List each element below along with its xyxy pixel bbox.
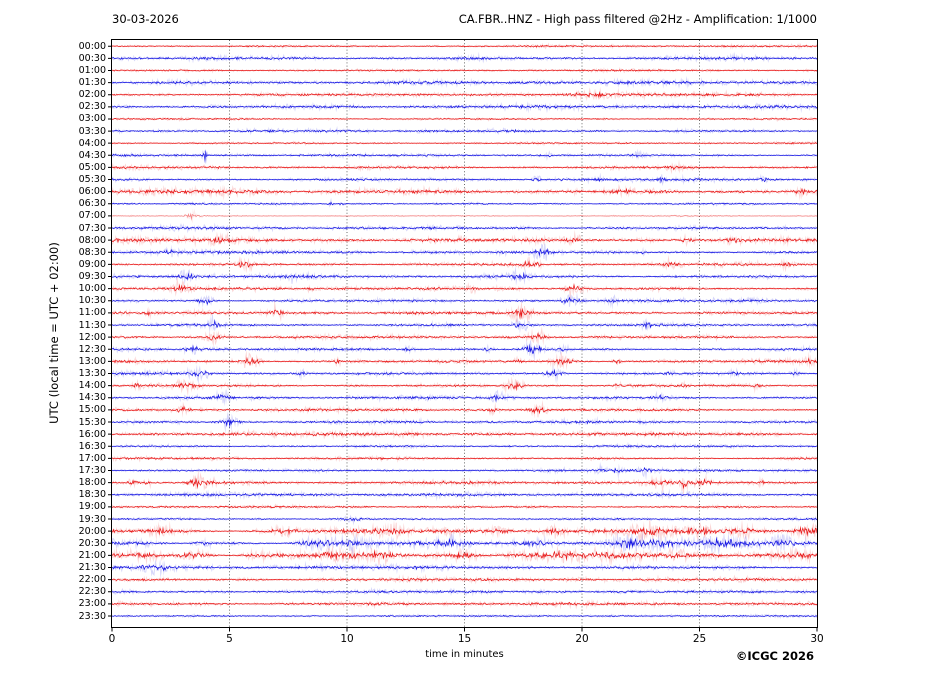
- y-tick-label: 06:30: [78, 198, 106, 210]
- y-tick-label: 01:30: [78, 77, 106, 89]
- x-tick-label: 25: [692, 633, 707, 645]
- y-tick-label: 22:30: [78, 586, 106, 598]
- x-tick-label: 5: [226, 633, 233, 645]
- x-tick-label: 30: [810, 633, 824, 645]
- x-axis-label: time in minutes: [425, 649, 504, 660]
- y-tick-label: 07:30: [78, 222, 106, 234]
- y-tick-label: 08:30: [78, 246, 106, 258]
- y-tick-label: 09:00: [78, 258, 106, 270]
- y-tick-label: 16:00: [78, 428, 106, 440]
- y-tick-label: 23:00: [78, 598, 106, 610]
- plot-title: CA.FBR..HNZ - High pass filtered @2Hz - …: [458, 12, 817, 26]
- plot-date: 30-03-2026: [112, 12, 179, 26]
- y-tick-label: 11:00: [78, 307, 106, 319]
- y-tick-label: 14:00: [78, 380, 106, 392]
- y-tick-label: 20:30: [78, 537, 106, 549]
- y-tick-label: 11:30: [78, 319, 106, 331]
- y-tick-label: 06:00: [78, 186, 106, 198]
- y-tick-label: 00:00: [78, 40, 106, 52]
- y-tick-label: 17:30: [78, 465, 106, 477]
- y-tick-label: 18:30: [78, 489, 106, 501]
- y-tick-label: 13:00: [78, 355, 106, 367]
- y-tick-label: 15:30: [78, 416, 106, 428]
- y-tick-label: 00:30: [78, 52, 106, 64]
- x-tick-label: 15: [457, 633, 472, 645]
- y-tick-label: 09:30: [78, 271, 106, 283]
- y-tick-label: 08:00: [78, 234, 106, 246]
- y-tick-label: 02:30: [78, 101, 106, 113]
- y-tick-label: 12:30: [78, 343, 106, 355]
- y-tick-label: 18:00: [78, 477, 106, 489]
- y-tick-label: 03:30: [78, 125, 106, 137]
- x-tick-label: 20: [575, 633, 589, 645]
- y-tick-label: 22:00: [78, 574, 106, 586]
- y-tick-label: 07:00: [78, 210, 106, 222]
- copyright-text: ©ICGC 2026: [735, 649, 814, 663]
- y-tick-label: 05:30: [78, 174, 106, 186]
- y-tick-label: 20:00: [78, 525, 106, 537]
- y-tick-label: 14:30: [78, 392, 106, 404]
- x-tick-label: 0: [108, 633, 116, 645]
- y-tick-label: 17:00: [78, 452, 106, 464]
- y-tick-label: 21:30: [78, 562, 106, 573]
- y-tick-label: 10:00: [78, 283, 106, 295]
- y-tick-label: 04:00: [78, 137, 106, 149]
- x-tick-label: 10: [340, 633, 354, 645]
- y-tick-label: 02:00: [78, 89, 106, 101]
- y-tick-label: 19:00: [78, 501, 106, 513]
- y-tick-label: 15:00: [78, 404, 106, 416]
- y-tick-label: 10:30: [78, 295, 106, 307]
- y-tick-label: 01:00: [78, 64, 106, 76]
- y-tick-label: 03:00: [78, 113, 106, 125]
- y-tick-label: 23:30: [78, 610, 106, 622]
- y-tick-label: 04:30: [78, 149, 106, 161]
- y-tick-label: 05:00: [78, 161, 106, 173]
- y-tick-label: 21:00: [78, 549, 106, 561]
- y-tick-label: 12:00: [78, 331, 106, 343]
- y-tick-label: 16:30: [78, 440, 106, 452]
- y-tick-label: 19:30: [78, 513, 106, 525]
- y-tick-label: 13:30: [78, 368, 106, 380]
